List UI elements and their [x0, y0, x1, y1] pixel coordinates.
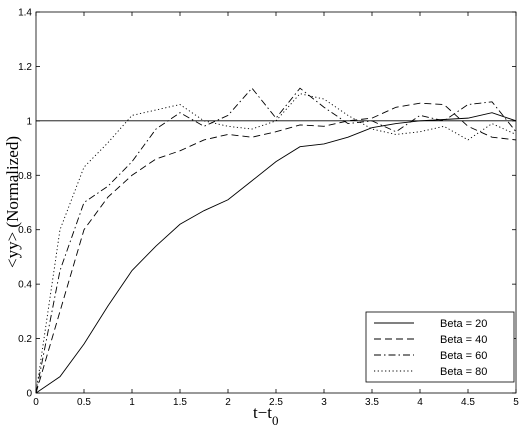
y-tick-label: 0	[26, 389, 32, 400]
y-axis-label: <yy> (Normalized)	[3, 136, 22, 268]
x-tick-label: 0	[33, 397, 39, 408]
x-tick-label: 0.5	[77, 397, 91, 408]
x-tick-label: 4.5	[461, 397, 475, 408]
x-tick-label: 2.5	[269, 397, 283, 408]
x-tick-label: 1.5	[173, 397, 187, 408]
legend-label: Beta = 80	[440, 366, 487, 378]
legend-label: Beta = 60	[440, 350, 487, 362]
y-tick-label: 0.6	[18, 225, 32, 236]
x-axis-label-subscript: 0	[272, 413, 279, 426]
y-tick-label: 0.4	[18, 280, 32, 291]
y-tick-label: 1.2	[18, 62, 32, 73]
x-tick-label: 2	[225, 397, 231, 408]
y-tick-label: 1	[26, 116, 32, 127]
series-line	[35, 87, 517, 394]
x-tick-label: 3.5	[365, 397, 379, 408]
x-tick-label: 1	[129, 397, 135, 408]
y-tick-label: 0.8	[18, 171, 32, 182]
x-tick-label: 5	[513, 397, 519, 408]
y-tick-label: 0.2	[18, 334, 32, 345]
series-line	[35, 112, 517, 394]
x-tick-label: 3	[321, 397, 327, 408]
x-tick-label: 4	[417, 397, 423, 408]
series-line	[35, 93, 517, 394]
series-line	[35, 102, 517, 394]
legend-label: Beta = 40	[440, 334, 487, 346]
legend-label: Beta = 20	[440, 318, 487, 330]
y-tick-label: 1.4	[18, 8, 32, 19]
x-axis-label: t−t	[253, 403, 272, 422]
legend-box	[365, 311, 515, 383]
